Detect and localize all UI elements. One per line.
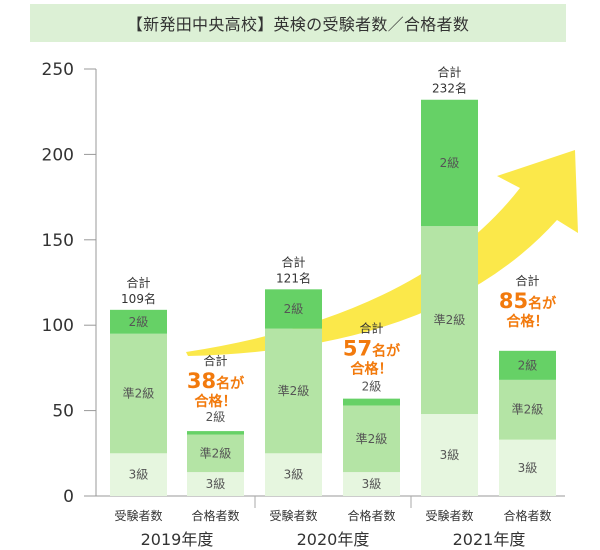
x-category-label: 合格者数 (503, 508, 551, 523)
callout-pass-count: 38名が (187, 369, 245, 393)
bar-segment-準2級 (110, 333, 167, 454)
bar-segment-2級 (343, 398, 400, 406)
bar-segment-3級 (499, 439, 556, 496)
bar-segment-3級 (187, 472, 244, 496)
x-category-label: 受験者数 (269, 508, 317, 523)
segment-label: 3級 (362, 477, 382, 491)
y-tick-label: 50 (52, 402, 74, 422)
segment-label: 準2級 (434, 312, 466, 327)
x-category-label: 合格者数 (347, 508, 395, 523)
segment-label: 3級 (206, 477, 226, 491)
callout-line2: 合格！ (351, 361, 393, 378)
x-category-label: 受験者数 (114, 508, 162, 523)
segment-label: 2級 (206, 410, 226, 424)
x-category-label: 受験者数 (425, 508, 473, 523)
total-value-label: 121名 (276, 270, 311, 285)
y-tick-label: 100 (42, 316, 74, 336)
segment-label: 準2級 (278, 383, 310, 398)
segment-label: 準2級 (356, 431, 388, 446)
callout-line2: 合格！ (507, 313, 549, 330)
bar-segment-3級 (343, 472, 400, 496)
y-tick-label: 250 (42, 60, 74, 80)
bar-segment-準2級 (343, 405, 400, 473)
segment-label: 準2級 (123, 386, 155, 401)
year-label: 2021年度 (453, 530, 526, 549)
bar-segment-2級 (499, 350, 556, 380)
total-label: 合計 (126, 275, 150, 290)
bar-segment-3級 (421, 414, 478, 496)
bar-segment-2級 (421, 99, 478, 227)
segment-label: 3級 (440, 448, 460, 462)
growth-arrow (186, 150, 578, 356)
x-category-label: 合格者数 (191, 508, 239, 523)
bar-segment-準2級 (499, 379, 556, 440)
total-value-label: 109名 (121, 291, 156, 306)
bar-segment-準2級 (187, 434, 244, 473)
callout-number: 57 (343, 337, 372, 361)
segment-label: 3級 (129, 468, 149, 482)
callout-line2: 合格！ (195, 393, 237, 410)
total-value-label: 232名 (432, 81, 467, 96)
total-label: 合計 (359, 321, 383, 336)
callout-unit: 名が (528, 295, 557, 312)
callout-number: 85 (499, 289, 528, 313)
bar-segment-3級 (265, 453, 322, 496)
bar-segment-準2級 (265, 328, 322, 454)
callout-unit: 名が (372, 343, 401, 360)
segment-label: 2級 (518, 358, 538, 372)
chart-title: 【新発田中央高校】英検の受験者数／合格者数 (126, 15, 470, 34)
segment-label: 2級 (284, 302, 304, 316)
chart-title-banner: 【新発田中央高校】英検の受験者数／合格者数 (30, 4, 566, 42)
y-tick-label: 200 (42, 145, 74, 165)
segment-label: 準2級 (200, 445, 232, 460)
total-label: 合計 (437, 65, 461, 80)
bar-segment-2級 (187, 431, 244, 435)
callout-unit: 名が (216, 375, 245, 392)
callout-pass-count: 85名が (499, 289, 557, 313)
segment-label: 3級 (518, 461, 538, 475)
callout-pass-count: 57名が (343, 337, 401, 361)
callout-number: 38 (187, 369, 216, 393)
bar-segment-準2級 (421, 226, 478, 415)
total-label: 合計 (281, 254, 305, 269)
segment-label: 2級 (129, 315, 149, 329)
year-label: 2019年度 (141, 530, 214, 549)
y-tick-label: 0 (63, 487, 74, 507)
bar-segment-2級 (110, 309, 167, 334)
year-label: 2020年度 (297, 530, 370, 549)
bar-segment-2級 (265, 289, 322, 329)
y-tick-label: 150 (42, 231, 74, 251)
bar-segment-3級 (110, 453, 167, 496)
segment-label: 3級 (284, 468, 304, 482)
total-label: 合計 (515, 273, 539, 288)
segment-label: 2級 (362, 380, 382, 394)
segment-label: 2級 (440, 156, 460, 170)
total-label: 合計 (203, 353, 227, 368)
segment-label: 準2級 (512, 402, 544, 417)
